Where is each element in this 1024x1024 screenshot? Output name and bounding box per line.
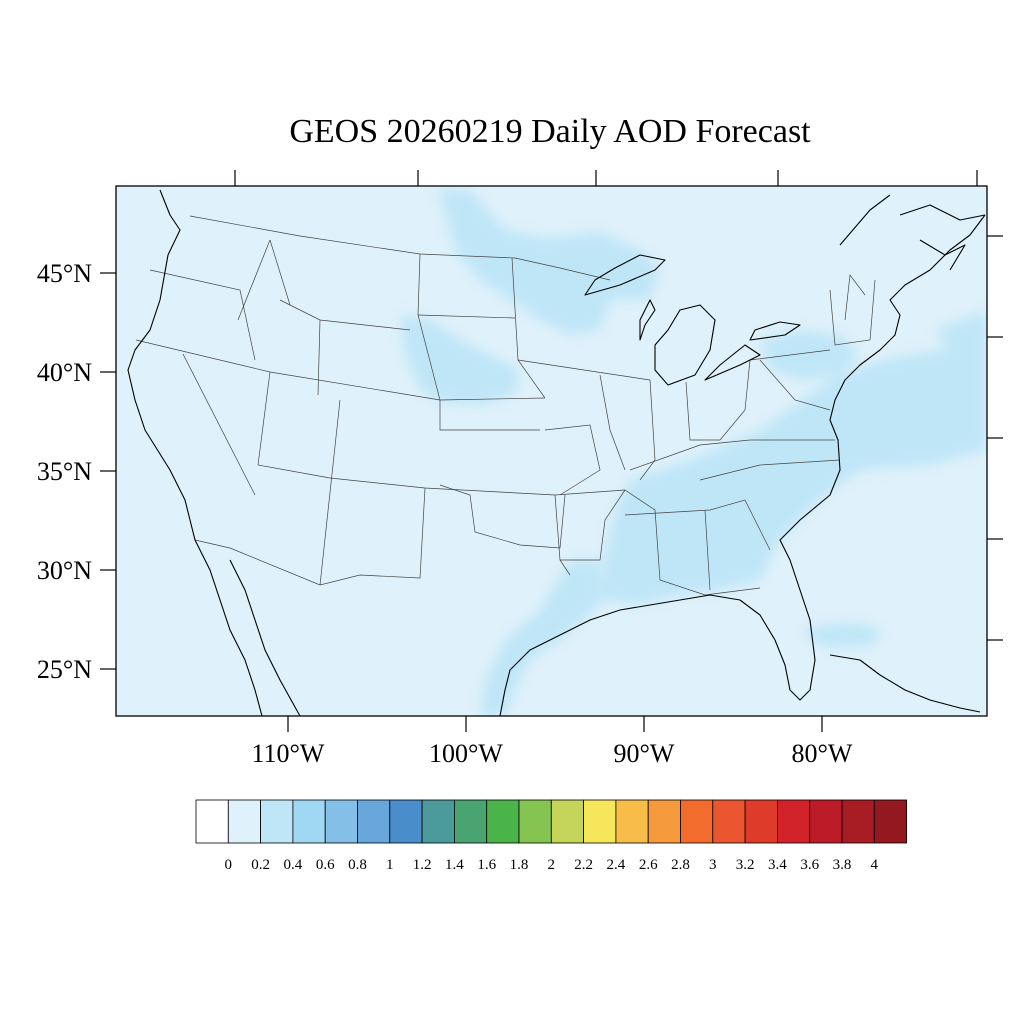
colorbar-swatch xyxy=(777,799,811,844)
colorbar-swatch xyxy=(615,799,649,844)
colorbar-swatch xyxy=(744,799,778,844)
colorbar-swatch xyxy=(550,799,584,844)
canada-border xyxy=(189,215,611,281)
colorbar-label: 0.2 xyxy=(251,857,270,873)
colorbar-swatch xyxy=(421,799,455,844)
colorbar-swatch xyxy=(227,799,262,844)
latitude-labels: 45°N 40°N 35°N 30°N 25°N xyxy=(37,259,92,684)
great-lakes xyxy=(584,254,801,386)
aod-plume-southeast xyxy=(600,330,987,605)
colorbar-swatch xyxy=(583,799,617,844)
colorbar-label: 2.4 xyxy=(607,857,626,873)
colorbar-label: 1 xyxy=(386,857,394,873)
state-boundaries xyxy=(135,215,876,596)
east-coast xyxy=(779,214,986,591)
gulf-coast xyxy=(499,589,816,716)
colorbar-swatch xyxy=(389,799,423,844)
colorbar-label: 2 xyxy=(548,857,556,873)
colorbar-label: 1.4 xyxy=(445,857,464,873)
colorbar-label: 3 xyxy=(709,857,717,873)
coastlines xyxy=(127,189,986,716)
aod-plume-north xyxy=(438,188,660,335)
colorbar-swatch xyxy=(809,799,843,844)
colorbar-label: 2.2 xyxy=(574,857,593,873)
colorbar-swatch xyxy=(680,799,714,844)
baja-gulf-coast xyxy=(229,559,301,716)
lat-label: 40°N xyxy=(37,358,92,387)
colorbar-swatch xyxy=(260,799,294,844)
map-ticks xyxy=(100,170,1003,732)
lon-label: 90°W xyxy=(614,739,675,768)
colorbar-swatch xyxy=(486,799,520,844)
west-coast xyxy=(127,189,263,716)
colorbar-label: 3.4 xyxy=(768,857,787,873)
figure-title: GEOS 20260219 Daily AOD Forecast xyxy=(289,113,811,150)
colorbar-label: 1.6 xyxy=(477,857,496,873)
aod-plume-gulf xyxy=(480,560,600,716)
colorbar-swatch xyxy=(292,799,326,844)
colorbar-swatch xyxy=(518,799,552,844)
colorbar-swatch xyxy=(873,799,907,844)
colorbar-label: 0.8 xyxy=(348,857,367,873)
aod-overlay xyxy=(400,188,987,716)
colorbar-swatch xyxy=(357,799,391,844)
lat-label: 25°N xyxy=(37,655,92,684)
canadian-coast xyxy=(839,194,986,271)
aod-plume-plains xyxy=(400,315,520,405)
colorbar-label: 0 xyxy=(225,857,233,873)
colorbar-swatch xyxy=(712,799,746,844)
colorbar: 0 0.2 0.4 0.6 0.8 1 1.2 1.4 1.6 1.8 2 2.2 2.4 2.6 2.8 3… xyxy=(195,799,907,873)
colorbar-swatch xyxy=(195,799,229,844)
lat-label: 35°N xyxy=(37,457,92,486)
colorbar-label: 2.8 xyxy=(671,857,690,873)
colorbar-label: 1.2 xyxy=(413,857,432,873)
colorbar-label: 3.2 xyxy=(736,857,755,873)
lon-label: 100°W xyxy=(429,739,503,768)
lon-label: 80°W xyxy=(792,739,853,768)
aod-plume-northeast xyxy=(935,310,987,350)
colorbar-label: 1.8 xyxy=(510,857,529,873)
lon-label: 110°W xyxy=(252,739,325,768)
lat-label: 30°N xyxy=(37,556,92,585)
colorbar-label: 0.6 xyxy=(316,857,335,873)
colorbar-label: 4 xyxy=(871,857,879,873)
colorbar-label: 0.4 xyxy=(284,857,303,873)
colorbar-label: 3.8 xyxy=(833,857,852,873)
colorbar-label: 3.6 xyxy=(800,857,819,873)
caribbean-islands xyxy=(829,654,981,713)
colorbar-swatch xyxy=(647,799,681,844)
map-panel: 45°N 40°N 35°N 30°N 25°N 110°W 100°W 90°… xyxy=(37,170,1003,768)
colorbar-swatch xyxy=(453,799,488,844)
lat-label: 45°N xyxy=(37,259,92,288)
colorbar-swatch xyxy=(841,799,875,844)
colorbar-label: 2.6 xyxy=(639,857,658,873)
longitude-labels: 110°W 100°W 90°W 80°W xyxy=(252,739,853,768)
aod-plume-florida xyxy=(805,622,880,648)
colorbar-swatch xyxy=(324,799,358,844)
map-frame xyxy=(115,185,988,717)
